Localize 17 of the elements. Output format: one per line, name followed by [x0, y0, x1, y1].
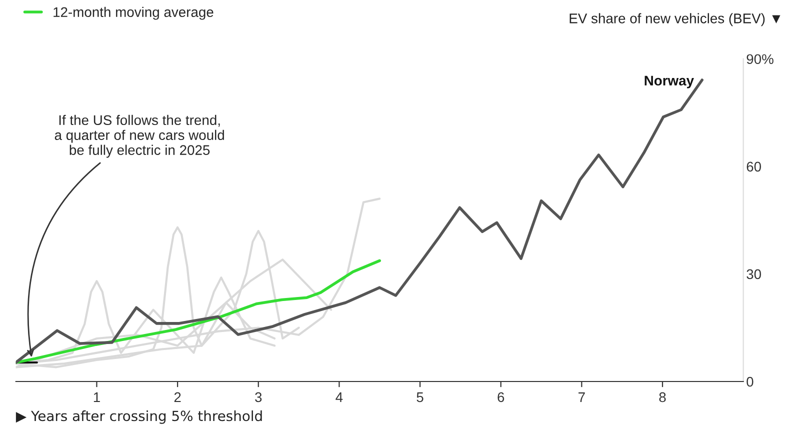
x-tick-label: 3	[255, 392, 262, 402]
y-tick-label: 60	[746, 162, 762, 172]
legend-label: 12-month moving average	[54, 6, 214, 20]
x-tick-label: 5	[416, 392, 424, 402]
x-tick-label: 6	[498, 392, 504, 402]
y-tick-label: 30	[746, 269, 762, 280]
x-tick-label: 1	[94, 392, 100, 402]
y-axis-title: EV share of new vehicles (BEV) ▼	[570, 13, 780, 26]
x-axis-title: ▶ Years after crossing 5% threshold	[16, 410, 262, 424]
x-tick-label: 7	[578, 392, 585, 402]
x-tick-label: 2	[174, 392, 181, 402]
x-tick-label: 4	[336, 392, 343, 402]
y-tick-label: 0	[746, 376, 754, 387]
annotation: If the US follows the trend, a quarter of new cars would be fully electric in 2025	[54, 114, 224, 158]
series-label: Norway	[644, 76, 694, 88]
y-tick-label: 90%	[746, 54, 774, 64]
x-tick-label: 8	[659, 392, 666, 402]
